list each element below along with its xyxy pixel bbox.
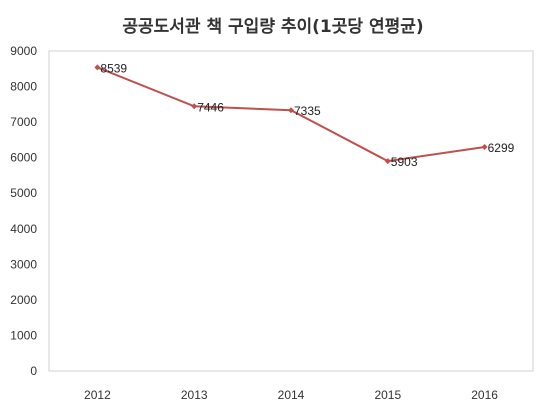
data-point bbox=[481, 144, 488, 151]
y-tick-label: 8000 bbox=[10, 80, 37, 94]
data-label: 6299 bbox=[488, 141, 515, 155]
data-label: 7446 bbox=[197, 100, 224, 114]
data-label: 5903 bbox=[391, 155, 418, 169]
y-tick-label: 2000 bbox=[10, 293, 37, 307]
x-tick-label: 2012 bbox=[84, 388, 111, 402]
x-tick-label: 2016 bbox=[471, 388, 498, 402]
chart-title: 공공도서관 책 구입량 추이(1곳당 연평균) bbox=[122, 17, 424, 37]
y-tick-label: 1000 bbox=[10, 328, 37, 342]
plot-area bbox=[48, 50, 534, 372]
data-label: 8539 bbox=[100, 61, 127, 75]
y-tick-label: 6000 bbox=[10, 151, 37, 165]
data-point bbox=[191, 103, 198, 110]
data-label: 7335 bbox=[294, 104, 321, 118]
data-point bbox=[384, 158, 391, 165]
x-tick-label: 2013 bbox=[181, 388, 208, 402]
y-tick-label: 5000 bbox=[10, 186, 37, 200]
x-tick-label: 2014 bbox=[278, 388, 305, 402]
data-point bbox=[288, 107, 294, 114]
series-line bbox=[97, 66, 485, 163]
data-point bbox=[94, 64, 101, 71]
y-tick-label: 7000 bbox=[10, 115, 37, 129]
y-tick-label: 3000 bbox=[10, 257, 37, 271]
x-tick-label: 2015 bbox=[374, 388, 401, 402]
y-tick-label: 4000 bbox=[10, 222, 37, 236]
y-tick-label: 0 bbox=[30, 364, 37, 378]
y-tick-label: 9000 bbox=[10, 44, 37, 58]
